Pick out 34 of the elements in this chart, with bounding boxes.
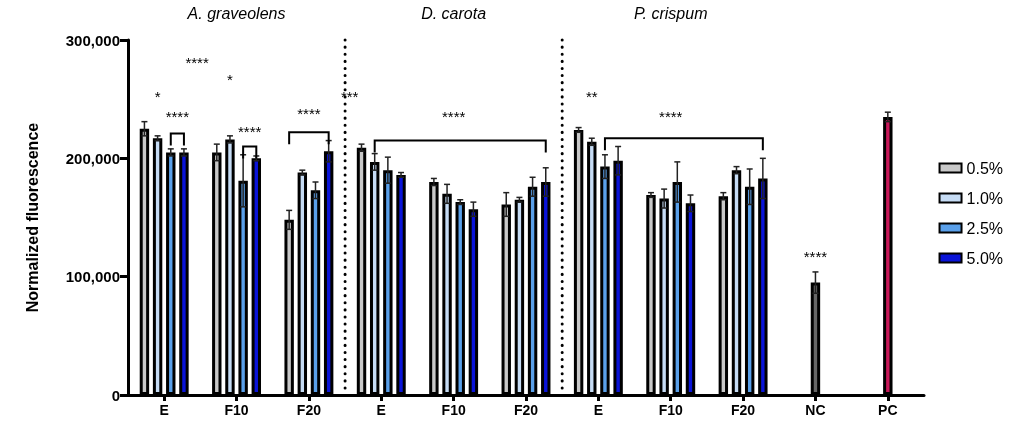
annotation: *	[154, 87, 161, 105]
legend-label: 5.0%	[966, 249, 1003, 267]
x-tick-label: F20	[513, 402, 539, 418]
annotation: ****	[441, 107, 466, 125]
x-tick-label: E	[376, 402, 386, 418]
x-tick-label: F20	[296, 402, 322, 418]
x-tick-label: E	[593, 402, 604, 418]
annotation: ****	[803, 248, 828, 266]
legend-label: 2.5%	[966, 219, 1003, 237]
y-tick-label: 200,000	[65, 149, 120, 167]
y-tick-label: 300,000	[65, 31, 120, 49]
text: A. graveolens	[186, 4, 286, 22]
annotation: ****	[297, 105, 321, 123]
x-tick-label: F10	[441, 402, 466, 418]
annotation: ****	[165, 107, 190, 125]
x-tick-label: F10	[658, 402, 683, 418]
legend-label: 0.5%	[966, 159, 1003, 177]
annotation: **	[585, 87, 598, 105]
y-axis-title: Normalized fluorescence	[23, 122, 41, 313]
annotation: ***	[340, 87, 359, 105]
y-tick-label: 0	[111, 386, 120, 404]
text: P. crispum	[633, 4, 708, 22]
x-tick-label: F10	[224, 402, 249, 418]
annotation: *	[227, 70, 234, 88]
annotation: ****	[185, 54, 209, 72]
annotation: ****	[238, 123, 262, 141]
legend-label: 1.0%	[966, 189, 1003, 207]
x-tick-label: PC	[878, 402, 898, 418]
x-tick-label: NC	[805, 402, 826, 418]
annotation: ****	[659, 107, 683, 125]
x-tick-label: F20	[731, 402, 756, 418]
y-tick-label: 100,000	[65, 268, 120, 286]
text: D. carota	[421, 4, 487, 22]
x-tick-label: E	[159, 402, 169, 418]
